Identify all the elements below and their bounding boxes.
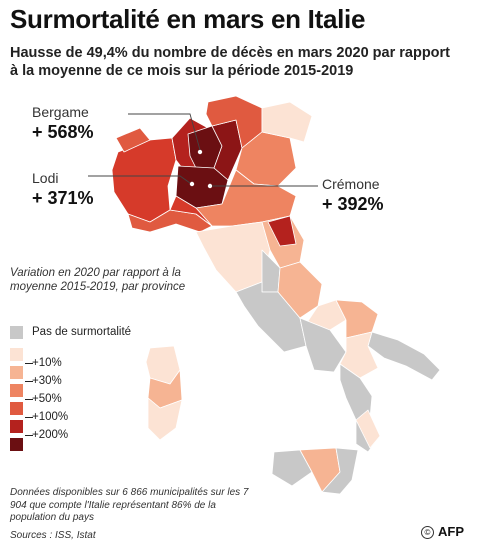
map-title: Surmortalité en mars en Italie	[10, 4, 366, 34]
region-liguria	[127, 209, 213, 233]
legend-swatch-gray	[10, 326, 23, 339]
lodi-dot	[189, 181, 195, 187]
region-friuli	[261, 101, 313, 143]
region-basilicata	[339, 331, 379, 379]
region-sardinia-south	[147, 397, 183, 441]
legend-swatch-1	[10, 348, 23, 361]
region-toscana	[195, 221, 271, 293]
legend-swatch-5	[10, 420, 23, 433]
afp-credit: © AFP	[421, 524, 464, 539]
cremona-value: + 392%	[322, 194, 384, 214]
region-emilia	[195, 169, 297, 227]
region-campania	[299, 317, 347, 373]
legend-swatch-3	[10, 384, 23, 397]
legend-tick	[25, 363, 33, 364]
legend-label: +10%	[32, 357, 62, 369]
sources: Sources : ISS, Istat	[10, 530, 96, 541]
data-note: Données disponibles sur 6 866 municipali…	[10, 487, 249, 523]
legend-tick	[25, 399, 33, 400]
map-subtitle: Hausse de 49,4% du nombre de décès en ma…	[10, 45, 451, 79]
bergamo-callout-line	[128, 113, 201, 151]
cremona-dot	[207, 183, 213, 189]
legend-swatch-4	[10, 402, 23, 415]
legend-label: Pas de surmortalité	[32, 326, 132, 338]
region-pesaro	[267, 215, 297, 247]
bergamo-label: Bergame	[32, 104, 89, 120]
region-emilia-piacenza	[169, 195, 213, 227]
legend-tick	[25, 381, 33, 382]
region-calabria-south	[355, 409, 381, 449]
copyright-icon: ©	[421, 526, 434, 539]
region-puglia-south	[367, 331, 441, 381]
region-valle-aosta	[115, 127, 151, 153]
region-piemonte	[111, 137, 177, 223]
region-sicily-east	[321, 447, 359, 495]
legend-swatch-6	[10, 438, 23, 451]
legend-tick	[25, 417, 33, 418]
legend-title: Variation en 2020 par rapport à la moyen…	[10, 267, 186, 293]
bergamo-dot	[197, 149, 203, 155]
lodi-callout-line	[88, 175, 191, 184]
lodi-value: + 371%	[32, 188, 94, 208]
legend-label: +50%	[32, 393, 62, 405]
lodi-label: Lodi	[32, 170, 59, 186]
region-sicily-west	[271, 449, 313, 487]
legend-label: +30%	[32, 375, 62, 387]
legend-label: +100%	[32, 411, 69, 423]
cremona-label: Crémone	[322, 176, 380, 192]
bergamo-value: + 568%	[32, 122, 94, 142]
afp-logo-text: AFP	[438, 524, 464, 539]
legend-tick	[25, 435, 33, 436]
legend-swatch-2	[10, 366, 23, 379]
legend-label: +200%	[32, 429, 69, 441]
